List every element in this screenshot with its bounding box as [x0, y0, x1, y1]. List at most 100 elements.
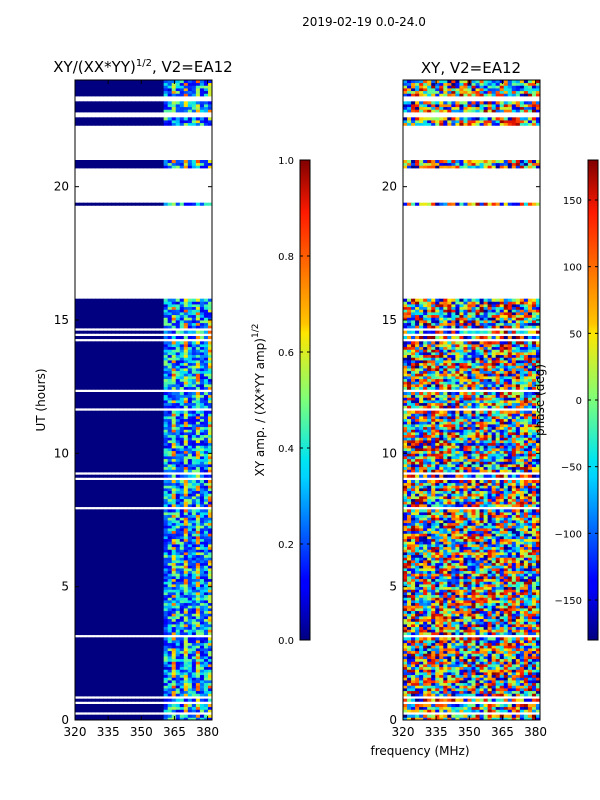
amplitude-cell: [143, 402, 148, 406]
amplitude-cell: [123, 672, 128, 676]
amplitude-cell: [167, 544, 173, 548]
amplitude-cell: [175, 480, 181, 484]
amplitude-cell: [75, 544, 80, 548]
amplitude-cell: [115, 349, 120, 353]
amplitude-cell: [131, 538, 136, 542]
amplitude-cell: [127, 330, 132, 334]
amplitude-cell: [171, 573, 177, 577]
amplitude-cell: [111, 429, 116, 433]
amplitude-cell: [191, 485, 197, 489]
amplitude-cell: [155, 530, 161, 534]
amplitude-cell: [167, 426, 173, 430]
amplitude-cell: [91, 565, 96, 569]
amplitude-cell: [167, 349, 173, 353]
amplitude-cell: [119, 557, 124, 561]
amplitude-cell: [87, 640, 92, 644]
amplitude-cell: [107, 554, 112, 558]
amplitude-cell: [95, 370, 100, 374]
amplitude-cell: [183, 490, 189, 494]
amplitude-cell: [195, 440, 201, 444]
amplitude-cell: [183, 653, 189, 657]
amplitude-cell: [95, 378, 100, 382]
amplitude-cell: [115, 312, 120, 316]
amplitude-cell: [175, 354, 181, 358]
amplitude-cell: [143, 613, 148, 617]
amplitude-heatmap: [75, 80, 212, 720]
amplitude-cell: [159, 664, 165, 668]
amplitude-cell: [167, 432, 173, 436]
amplitude-cell: [203, 426, 209, 430]
amplitude-cell: [79, 298, 84, 302]
amplitude-cell: [171, 693, 177, 697]
amplitude-cell: [91, 677, 96, 681]
amplitude-cell: [75, 682, 80, 686]
amplitude-cell: [167, 680, 173, 684]
amplitude-cell: [131, 464, 136, 468]
amplitude-cell: [119, 480, 124, 484]
amplitude-cell: [155, 392, 161, 396]
amplitude-cell: [107, 546, 112, 550]
amplitude-cell: [207, 493, 212, 497]
amplitude-cell: [107, 504, 112, 508]
amplitude-cell: [79, 568, 84, 572]
amplitude-cell: [91, 461, 96, 465]
amplitude-cell: [139, 661, 144, 665]
amplitude-cell: [111, 674, 116, 678]
amplitude-cell: [139, 530, 144, 534]
amplitude-cell: [155, 576, 161, 580]
amplitude-cell: [87, 474, 92, 478]
amplitude-cell: [123, 346, 128, 350]
amplitude-cell: [91, 482, 96, 486]
amplitude-cell: [159, 496, 165, 500]
amplitude-cell: [131, 480, 136, 484]
amplitude-cell: [195, 397, 201, 401]
amplitude-cell: [75, 517, 80, 521]
amplitude-cell: [175, 605, 181, 609]
amplitude-cell: [191, 392, 197, 396]
amplitude-cell: [195, 706, 201, 710]
amplitude-cell: [131, 410, 136, 414]
amplitude-cell: [163, 490, 169, 494]
amplitude-cell: [171, 362, 177, 366]
amplitude-cell: [191, 632, 197, 636]
amplitude-cell: [107, 501, 112, 505]
amplitude-cell: [187, 637, 193, 641]
amplitude-cell: [187, 394, 193, 398]
amplitude-cell: [131, 386, 136, 390]
amplitude-cell: [115, 298, 120, 302]
amplitude-cell: [171, 608, 177, 612]
amplitude-cell: [127, 482, 132, 486]
amplitude-cell: [103, 384, 108, 388]
amplitude-cell: [179, 688, 185, 692]
amplitude-cell: [95, 717, 100, 720]
amplitude-cell: [147, 397, 152, 401]
amplitude-cell: [167, 549, 173, 553]
amplitude-cell: [135, 629, 140, 633]
amplitude-cell: [151, 685, 156, 689]
amplitude-cell: [195, 370, 201, 374]
amplitude-cell: [143, 354, 148, 358]
amplitude-cell: [187, 685, 193, 689]
amplitude-cell: [207, 656, 212, 660]
amplitude-cell: [143, 370, 148, 374]
amplitude-cell: [143, 304, 148, 308]
amplitude-cell: [199, 581, 205, 585]
amplitude-cell: [147, 381, 152, 385]
amplitude-cell: [139, 317, 144, 321]
amplitude-cell: [179, 346, 185, 350]
amplitude-cell: [147, 386, 152, 390]
amplitude-cell: [155, 632, 161, 636]
amplitude-cell: [119, 352, 124, 356]
amplitude-cell: [175, 613, 181, 617]
amplitude-cell: [179, 594, 185, 598]
amplitude-cell: [191, 429, 197, 433]
amplitude-cell: [195, 368, 201, 372]
amplitude-cell: [171, 397, 177, 401]
amplitude-cell: [127, 362, 132, 366]
amplitude-cell: [203, 298, 209, 302]
amplitude-cell: [103, 370, 108, 374]
amplitude-cell: [127, 557, 132, 561]
amplitude-cell: [103, 648, 108, 652]
amplitude-cell: [75, 674, 80, 678]
amplitude-cell: [91, 330, 96, 334]
